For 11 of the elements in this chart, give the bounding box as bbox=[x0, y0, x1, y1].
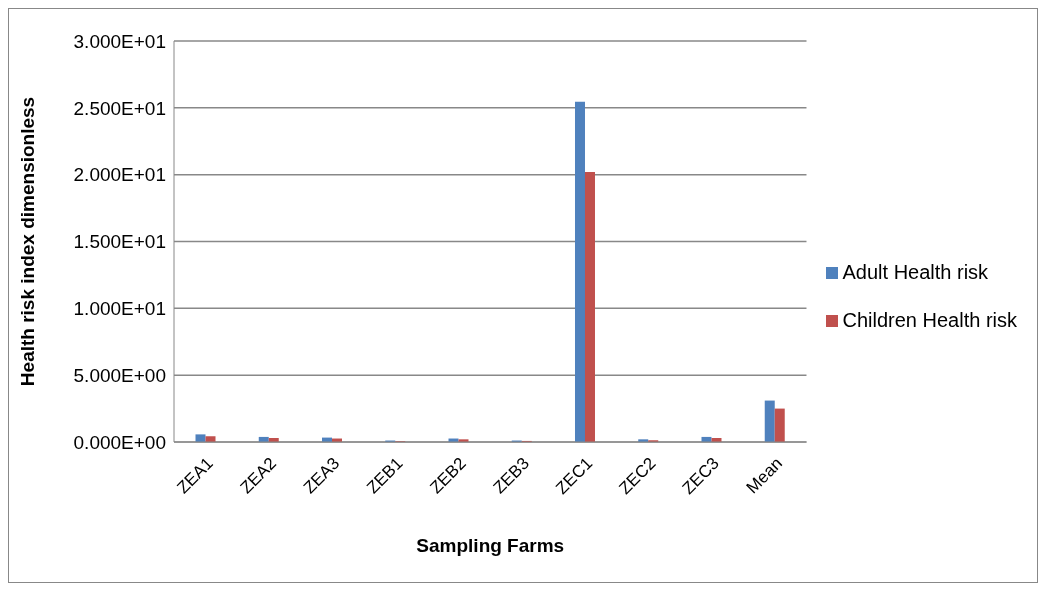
x-axis-title: Sampling Farms bbox=[416, 535, 565, 556]
legend-label: Children Health risk bbox=[842, 308, 1017, 331]
legend-label: Adult Health risk bbox=[842, 260, 989, 283]
y-tick-label: 1.000E+01 bbox=[73, 298, 166, 320]
y-tick-label: 3.000E+01 bbox=[73, 30, 166, 52]
y-tick-label: 1.500E+01 bbox=[73, 231, 166, 253]
y-tick-label: 0.000E+00 bbox=[73, 431, 166, 453]
y-axis-title: Health risk index dimensionless bbox=[16, 96, 38, 387]
y-tick-label: 5.000E+00 bbox=[73, 364, 166, 386]
y-tick-label: 2.500E+01 bbox=[73, 97, 166, 119]
y-tick-label: 2.000E+01 bbox=[73, 164, 166, 186]
